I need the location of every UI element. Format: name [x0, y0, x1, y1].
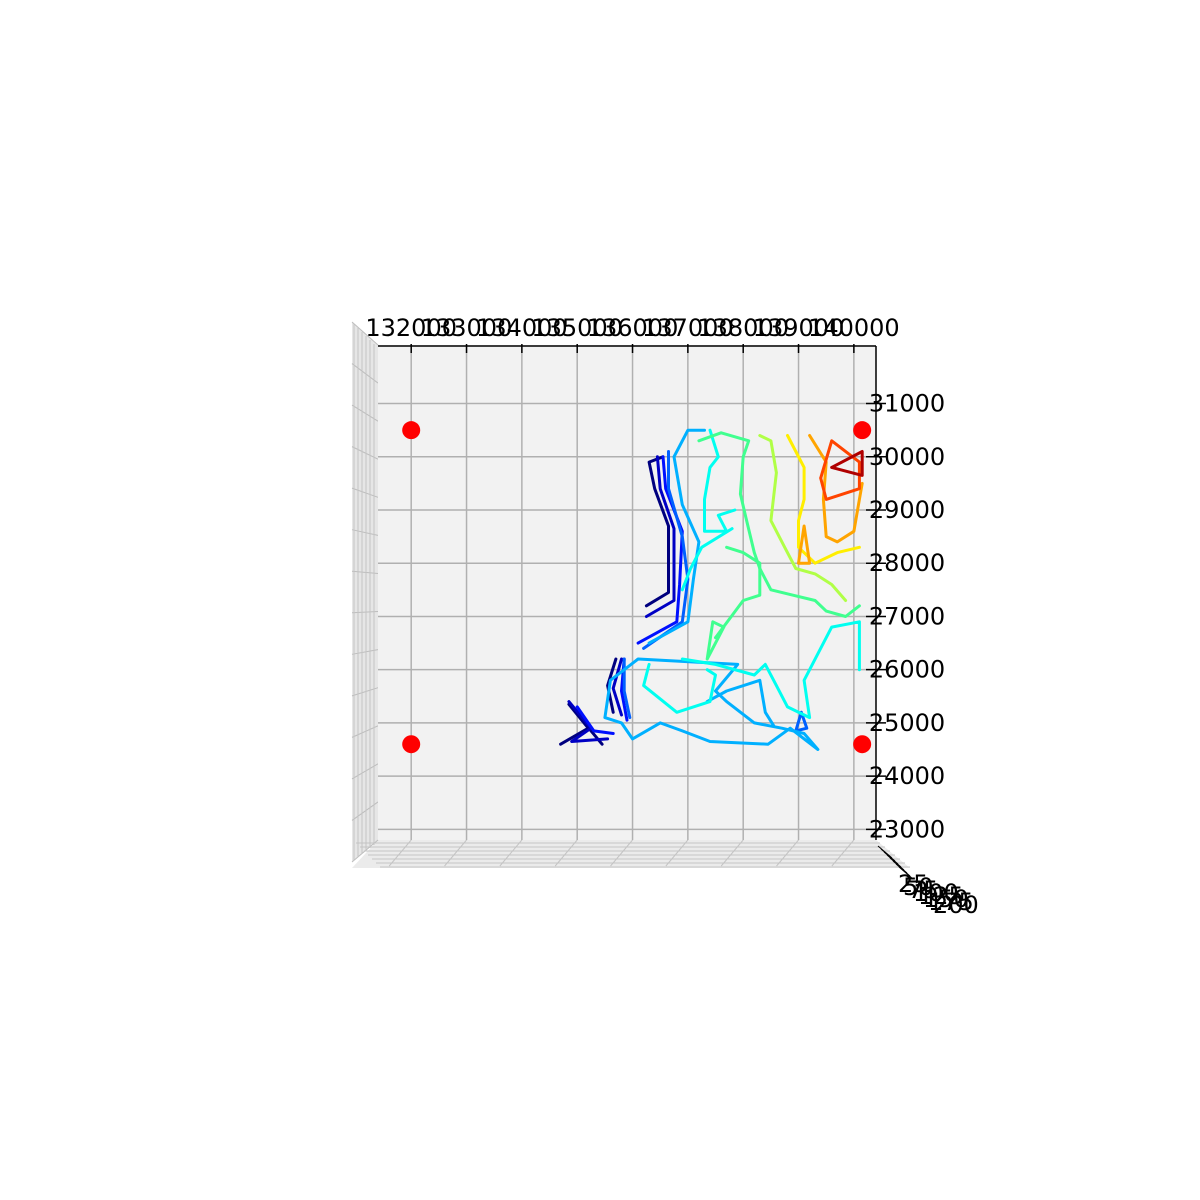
markers	[402, 421, 872, 754]
contour-line	[636, 455, 684, 645]
bottom-pane-gridline	[610, 839, 633, 867]
y-tick-label: 29000	[869, 496, 945, 524]
bottom-pane-gridline	[776, 839, 799, 867]
x-tick-label: 136000	[587, 314, 679, 342]
marker-point	[853, 735, 872, 754]
x-tick-label: 133000	[421, 314, 513, 342]
x-tick-label: 139000	[753, 314, 845, 342]
bottom-pane-gridline	[720, 839, 744, 867]
contour-lines	[559, 428, 864, 751]
bottom-pane-gridline	[444, 839, 467, 867]
marker-point	[853, 421, 872, 440]
y-tick-label: 23000	[869, 815, 945, 843]
marker-point	[402, 421, 421, 440]
bottom-pane	[352, 840, 910, 868]
y-tick-label: 28000	[869, 549, 945, 577]
contour-line	[642, 662, 717, 714]
contour-line	[714, 545, 762, 640]
plot-pane	[378, 345, 876, 840]
y-tick-label: 27000	[869, 602, 945, 630]
z-tick-label: 100	[913, 879, 959, 907]
contour-line	[642, 450, 690, 650]
z-tick-label: 175	[928, 888, 974, 916]
contour-line	[575, 705, 615, 735]
y-tick-label: 25000	[869, 709, 945, 737]
y-tick-label: 26000	[869, 656, 945, 684]
z-tick-label: 50	[903, 873, 934, 901]
z-tick-label: 150	[923, 885, 969, 913]
y-tick-label: 24000	[869, 762, 945, 790]
bottom-pane-gridline	[831, 839, 855, 867]
contour-line	[794, 710, 809, 733]
marker-point	[402, 735, 421, 754]
x-tick-label: 134000	[476, 314, 568, 342]
contour-line	[797, 524, 812, 565]
contour-line	[644, 455, 676, 618]
contour-line	[758, 434, 848, 602]
z-tick-label: 25	[898, 870, 929, 898]
contour-line	[606, 657, 618, 714]
x-tick-label: 135000	[531, 314, 623, 342]
contour-line	[567, 700, 610, 743]
y-tick-label: 30000	[869, 443, 945, 471]
contour-line	[705, 678, 776, 728]
contour-line	[705, 620, 726, 661]
contour-line	[647, 428, 706, 645]
x-axis-ticks: 1320001330001340001350001360001370001380…	[365, 314, 900, 353]
bottom-pane-gridline	[554, 839, 578, 867]
left-pane-gridlines	[351, 321, 379, 863]
bottom-pane-gridlines	[356, 839, 910, 868]
z-tick-mark	[898, 866, 914, 880]
contour-line	[680, 620, 861, 720]
contour-line	[830, 450, 864, 477]
x-tick-label: 137000	[642, 314, 734, 342]
contour-line	[703, 428, 737, 533]
contour-line	[559, 702, 604, 746]
bottom-pane-gridline	[388, 839, 412, 867]
x-tick-label: 132000	[365, 314, 457, 342]
y-axis-ticks: 23000 24000 25000 26000 27000 28000 29000 30000…	[866, 390, 945, 843]
contour-line	[644, 455, 670, 608]
x-tick-label: 138000	[697, 314, 789, 342]
left-pane-gridline	[351, 321, 379, 346]
contour-line	[611, 657, 623, 717]
contour-line	[786, 434, 861, 565]
x-tick-label: 140000	[808, 314, 900, 342]
contour-line	[808, 434, 864, 544]
bottom-pane-gridline	[499, 839, 523, 867]
y-tick-label: 31000	[869, 390, 945, 418]
z-tick-label: 75	[908, 876, 939, 904]
contour-line	[680, 527, 734, 592]
z-tick-label: 200	[933, 891, 979, 919]
bottom-pane-gridline	[665, 839, 689, 867]
contour-line	[603, 657, 820, 751]
z-tick-label: 125	[918, 882, 964, 910]
